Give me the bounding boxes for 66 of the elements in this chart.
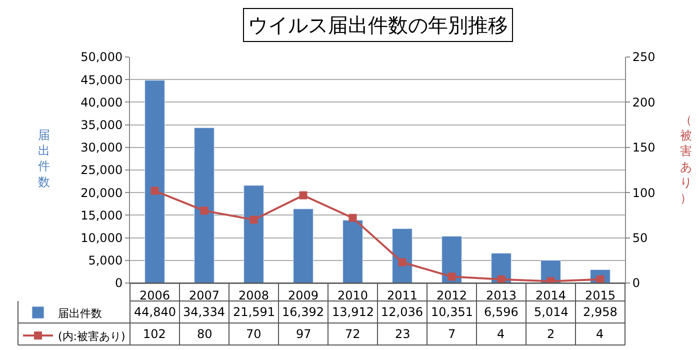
data-label: 21,591 (233, 305, 275, 319)
bar (244, 185, 264, 283)
x-tick-label: 2008 (238, 288, 270, 302)
y-tick-label: 40,000 (80, 95, 123, 110)
y-tick-label: 10,000 (80, 231, 123, 245)
point (299, 191, 308, 200)
point (398, 258, 406, 266)
x-tick-label: 2010 (337, 288, 368, 302)
data-label: 97 (296, 327, 312, 341)
bar (293, 208, 314, 283)
y2-tick-label: 100 (632, 186, 656, 200)
y-tick-label: 20,000 (80, 186, 123, 200)
data-label: 34,334 (183, 305, 225, 319)
y-axis-title: 届出件数 (38, 128, 50, 189)
data-label: 2,958 (583, 305, 618, 319)
data-label: 23 (395, 327, 410, 341)
data-label: 4 (596, 327, 604, 341)
bar (194, 128, 214, 283)
data-label: 5,014 (534, 305, 568, 319)
data-label: 16,392 (282, 305, 324, 319)
point (250, 216, 258, 224)
x-tick-label: 2013 (486, 288, 517, 302)
y-tick-label: 30,000 (80, 140, 123, 155)
data-label: 10,351 (431, 305, 473, 319)
y-tick-label: 50,000 (80, 50, 123, 64)
y-tick-label: 35,000 (80, 118, 123, 132)
point (348, 214, 357, 222)
point (150, 186, 159, 195)
x-tick-label: 2015 (584, 288, 616, 302)
y-tick-label: 5,000 (88, 254, 123, 268)
y2-tick-label: 150 (632, 140, 656, 155)
point (448, 272, 456, 281)
y2-tick-label: 200 (632, 95, 656, 110)
y2-axis-title: （被害あり） (680, 113, 692, 205)
data-label: 13,912 (332, 305, 374, 319)
point (200, 206, 208, 215)
legend-label: 届出件数 (58, 306, 102, 320)
y2-tick-label: 0 (632, 276, 640, 290)
y-tick-label: 0 (114, 276, 123, 290)
bar (342, 220, 363, 283)
x-tick-label: 2006 (139, 288, 170, 302)
legend-label: (内:被害あり) (58, 330, 126, 343)
data-label: 70 (246, 327, 262, 341)
data-label: 44,840 (134, 305, 176, 319)
y-tick-label: 15,000 (80, 208, 123, 222)
data-label: 12,036 (381, 305, 423, 319)
x-tick-label: 2009 (288, 288, 319, 302)
data-label: 7 (448, 327, 456, 341)
x-tick-label: 2007 (188, 288, 220, 302)
bar (392, 228, 412, 283)
data-label: 80 (197, 327, 212, 341)
x-tick-label: 2014 (535, 288, 566, 302)
data-label: 6,596 (484, 305, 518, 319)
bar (144, 80, 165, 283)
x-tick-label: 2012 (436, 288, 468, 302)
point (497, 275, 506, 283)
data-label: 72 (345, 327, 360, 341)
data-label: 102 (143, 327, 166, 341)
y2-tick-label: 250 (632, 50, 656, 64)
data-label: 2 (547, 327, 555, 341)
chart-title: ウイルス届出件数の年別推移 (248, 13, 508, 37)
x-tick-label: 2011 (386, 288, 418, 302)
y-tick-label: 25,000 (80, 163, 123, 178)
y-tick-label: 45,000 (80, 72, 123, 87)
data-label: 4 (497, 327, 505, 341)
y2-tick-label: 50 (632, 231, 648, 245)
